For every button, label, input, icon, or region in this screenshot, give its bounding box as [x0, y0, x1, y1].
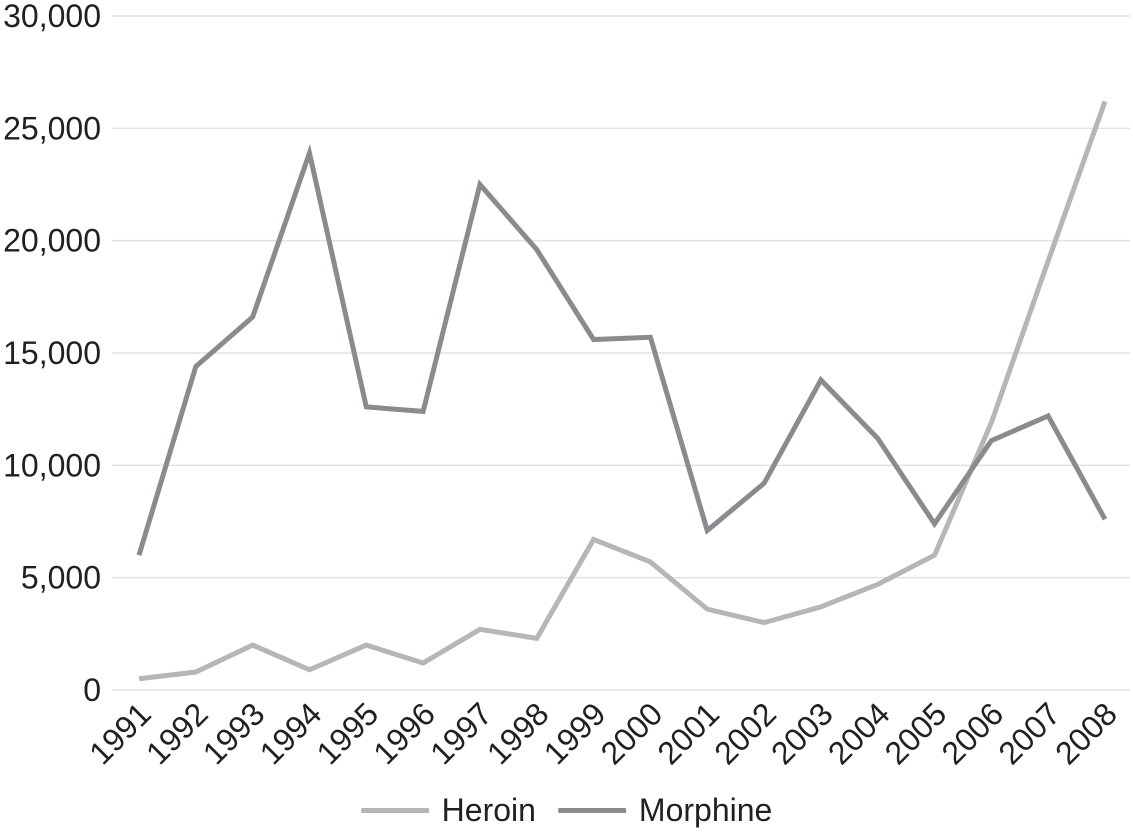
- heroin-line: [138, 100, 1108, 682]
- y-tick-label: 0: [83, 672, 101, 708]
- y-gridlines: [112, 15, 1130, 691]
- morphine-legend-label: Morphine: [638, 792, 773, 828]
- x-tick-label: 1996: [366, 695, 442, 771]
- x-tick-label: 1994: [253, 695, 329, 771]
- y-tick-label: 15,000: [3, 335, 101, 371]
- y-tick-label: 25,000: [3, 110, 101, 146]
- x-tick-label: 2001: [650, 695, 726, 771]
- chart-legend: Heroin Morphine: [360, 792, 773, 828]
- y-tick-label: 10,000: [3, 447, 101, 483]
- x-tick-label: 2007: [991, 695, 1067, 771]
- x-tick-label: 1992: [139, 695, 215, 771]
- x-tick-label: 2002: [707, 695, 783, 771]
- y-tick-labels: 0 5,000 10,000 15,000 20,000 25,000 30,000: [3, 0, 101, 708]
- x-tick-label: 1995: [309, 695, 385, 771]
- x-tick-label: 1998: [480, 695, 556, 771]
- x-tick-labels: 1991199219931994199519961997199819992000…: [82, 695, 1124, 771]
- heroin-line-swatch: [360, 807, 429, 813]
- y-tick-label: 5,000: [21, 560, 101, 596]
- x-tick-label: 2005: [878, 695, 954, 771]
- x-tick-label: 1999: [537, 695, 613, 771]
- x-tick-label: 2006: [935, 695, 1011, 771]
- y-tick-label: 20,000: [3, 223, 101, 259]
- x-tick-label: 1997: [423, 695, 499, 771]
- x-tick-label: 1993: [196, 695, 272, 771]
- heroin-legend-label: Heroin: [441, 792, 536, 828]
- legend-item-morphine: Morphine: [557, 792, 773, 828]
- x-tick-label: 2003: [764, 695, 840, 771]
- morphine-line-swatch: [557, 807, 626, 813]
- x-tick-label: 2000: [594, 695, 670, 771]
- x-tick-label: 2008: [1048, 695, 1124, 771]
- legend-item-heroin: Heroin: [360, 792, 536, 828]
- morphine-line: [136, 143, 1108, 556]
- x-tick-label: 2004: [821, 695, 897, 771]
- y-tick-label: 30,000: [3, 0, 101, 34]
